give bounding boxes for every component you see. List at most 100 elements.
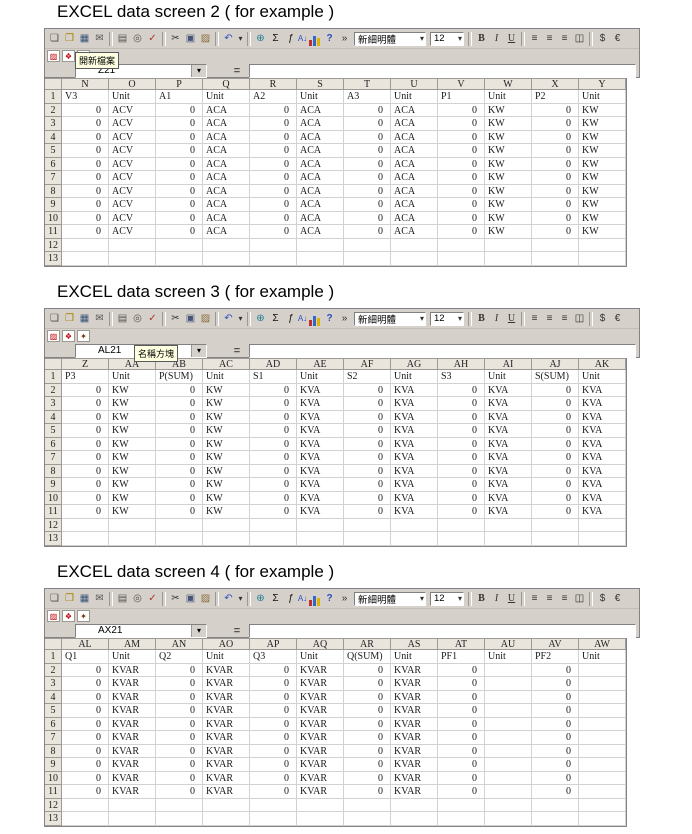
align-right-button[interactable]: ≡ bbox=[561, 32, 568, 44]
cell[interactable] bbox=[391, 532, 438, 546]
cell[interactable]: 0 bbox=[62, 677, 109, 691]
cell[interactable]: KW bbox=[485, 157, 532, 171]
cell[interactable] bbox=[344, 518, 391, 532]
column-header[interactable]: AR bbox=[344, 638, 391, 650]
cell[interactable]: 0 bbox=[250, 437, 297, 451]
font-name-select[interactable]: 新細明體 ▾ bbox=[354, 311, 426, 326]
cell[interactable]: 0 bbox=[438, 744, 485, 758]
autosum-icon[interactable]: Σ bbox=[272, 592, 279, 604]
cell[interactable] bbox=[156, 798, 203, 812]
cell[interactable]: ACV bbox=[109, 157, 156, 171]
cell[interactable]: 0 bbox=[62, 130, 109, 144]
cell[interactable]: 0 bbox=[532, 758, 579, 772]
cell[interactable]: 0 bbox=[438, 704, 485, 718]
cell[interactable]: 0 bbox=[532, 505, 579, 519]
cell[interactable]: 0 bbox=[344, 184, 391, 198]
cell[interactable]: KW bbox=[579, 144, 626, 158]
cell[interactable]: KVAR bbox=[203, 731, 250, 745]
column-header[interactable]: R bbox=[250, 78, 297, 90]
cell[interactable]: ACA bbox=[297, 157, 344, 171]
save-icon[interactable]: ▦ bbox=[79, 592, 90, 604]
cell[interactable]: KW bbox=[579, 117, 626, 131]
cell[interactable]: ACV bbox=[109, 130, 156, 144]
cell[interactable]: KVAR bbox=[297, 663, 344, 677]
column-header[interactable]: AE bbox=[297, 358, 344, 370]
column-header[interactable]: AT bbox=[438, 638, 485, 650]
acrobat-review-icon[interactable]: ✦ bbox=[77, 330, 90, 342]
cell[interactable]: 0 bbox=[344, 451, 391, 465]
cell[interactable]: 0 bbox=[62, 491, 109, 505]
cell[interactable]: KW bbox=[579, 225, 626, 239]
italic-button[interactable]: I bbox=[494, 32, 499, 44]
cell[interactable]: 0 bbox=[344, 144, 391, 158]
cell[interactable]: 0 bbox=[62, 171, 109, 185]
cell[interactable]: KVA bbox=[579, 397, 626, 411]
cell[interactable]: 0 bbox=[156, 677, 203, 691]
cell[interactable]: 0 bbox=[344, 771, 391, 785]
cell[interactable] bbox=[532, 238, 579, 252]
cell[interactable]: KW bbox=[203, 505, 250, 519]
cell[interactable]: Unit bbox=[203, 90, 250, 104]
paste-icon[interactable]: ▨ bbox=[200, 32, 211, 44]
cell[interactable]: KVA bbox=[579, 424, 626, 438]
cell[interactable] bbox=[532, 518, 579, 532]
cell[interactable]: KVA bbox=[579, 491, 626, 505]
cell[interactable]: KVA bbox=[579, 437, 626, 451]
print-preview-icon[interactable]: ◎ bbox=[133, 592, 142, 604]
cell[interactable]: 0 bbox=[62, 103, 109, 117]
cell[interactable]: KVA bbox=[579, 505, 626, 519]
cell[interactable]: KVA bbox=[485, 505, 532, 519]
help-icon[interactable]: ? bbox=[326, 32, 333, 44]
cell[interactable]: ACA bbox=[203, 184, 250, 198]
cell[interactable]: KVA bbox=[391, 478, 438, 492]
cell[interactable]: 0 bbox=[344, 410, 391, 424]
chevron-down-icon[interactable]: ▾ bbox=[419, 34, 424, 43]
cell[interactable]: ACA bbox=[297, 117, 344, 131]
cell[interactable] bbox=[156, 532, 203, 546]
cell[interactable]: Q3 bbox=[250, 650, 297, 664]
cell[interactable]: 0 bbox=[438, 437, 485, 451]
cell[interactable]: Unit bbox=[203, 650, 250, 664]
cell[interactable]: KW bbox=[485, 117, 532, 131]
cell[interactable]: ACA bbox=[203, 171, 250, 185]
email-icon[interactable]: ✉ bbox=[95, 32, 104, 44]
row-header[interactable]: 13 bbox=[45, 812, 62, 826]
merge-center-button[interactable]: ◫ bbox=[574, 312, 585, 324]
cell[interactable] bbox=[109, 798, 156, 812]
cell[interactable] bbox=[485, 785, 532, 799]
cell[interactable]: 0 bbox=[344, 663, 391, 677]
row-header[interactable]: 8 bbox=[45, 464, 62, 478]
cut-icon[interactable]: ✂ bbox=[171, 32, 180, 44]
cell[interactable] bbox=[485, 798, 532, 812]
cell[interactable]: KVAR bbox=[203, 677, 250, 691]
cell[interactable]: 0 bbox=[62, 690, 109, 704]
underline-button[interactable]: U bbox=[507, 32, 516, 44]
row-header[interactable]: 10 bbox=[45, 491, 62, 505]
cell[interactable]: 0 bbox=[438, 424, 485, 438]
cell[interactable] bbox=[579, 518, 626, 532]
cell[interactable]: KVA bbox=[391, 424, 438, 438]
cell[interactable]: ACA bbox=[203, 211, 250, 225]
cell[interactable] bbox=[203, 798, 250, 812]
cell[interactable]: Unit bbox=[109, 650, 156, 664]
cell[interactable]: 0 bbox=[156, 171, 203, 185]
cell[interactable]: 0 bbox=[250, 758, 297, 772]
font-name-select[interactable]: 新細明體 ▾ bbox=[354, 31, 426, 46]
cell[interactable]: 0 bbox=[438, 677, 485, 691]
cell[interactable]: PF1 bbox=[438, 650, 485, 664]
cell[interactable] bbox=[297, 532, 344, 546]
cell[interactable] bbox=[344, 252, 391, 266]
chevron-down-icon[interactable]: ▾ bbox=[191, 65, 206, 77]
cell[interactable]: 0 bbox=[344, 424, 391, 438]
cell[interactable]: ACA bbox=[391, 117, 438, 131]
cell[interactable]: 0 bbox=[156, 130, 203, 144]
undo-dropdown-icon[interactable]: ▾ bbox=[238, 33, 243, 43]
cell[interactable]: 0 bbox=[250, 464, 297, 478]
cell[interactable]: KVAR bbox=[391, 785, 438, 799]
column-header[interactable]: S bbox=[297, 78, 344, 90]
column-header[interactable]: Z bbox=[62, 358, 109, 370]
cell[interactable] bbox=[579, 758, 626, 772]
row-header[interactable]: 1 bbox=[45, 650, 62, 664]
cell[interactable] bbox=[203, 812, 250, 826]
save-icon[interactable]: ▦ bbox=[79, 32, 90, 44]
